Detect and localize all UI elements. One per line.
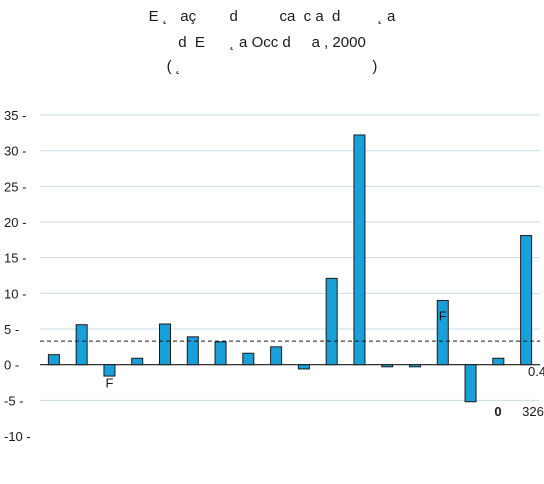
bar bbox=[297, 364, 310, 370]
bar bbox=[492, 357, 505, 366]
bar bbox=[464, 364, 477, 403]
y-tick-label: -10 - bbox=[4, 429, 31, 444]
y-tick-label: 5 - bbox=[4, 322, 19, 337]
bar bbox=[409, 364, 421, 368]
y-tick-label: 35 - bbox=[4, 108, 26, 123]
chart-title-line-1: E ˛ aç d ca c a d ˛ a bbox=[148, 8, 396, 25]
bar bbox=[242, 352, 255, 366]
y-tick-label: 15 - bbox=[4, 251, 26, 266]
y-tick-label: 10 - bbox=[4, 286, 26, 301]
bar bbox=[159, 323, 171, 366]
bar bbox=[214, 341, 227, 366]
y-tick-label: 0 - bbox=[4, 358, 19, 373]
annotation-label: 326 bbox=[522, 404, 544, 419]
bar bbox=[131, 357, 144, 366]
bar bbox=[103, 364, 116, 377]
chart-title-line-3: ( ˛ ) bbox=[166, 58, 378, 75]
chart-title-line-2: d E ˛ a Occ d a , 2000 bbox=[178, 34, 366, 51]
y-tick-label: -5 - bbox=[4, 393, 24, 408]
bar bbox=[381, 364, 394, 368]
annotation-label: 0 bbox=[494, 404, 501, 419]
bar bbox=[186, 336, 199, 366]
bar bbox=[353, 134, 366, 366]
bar bbox=[270, 346, 283, 366]
bar bbox=[47, 354, 60, 366]
annotation-label: F bbox=[439, 308, 447, 323]
bar bbox=[436, 299, 449, 366]
y-tick-label: 25 - bbox=[4, 179, 26, 194]
bar bbox=[520, 235, 533, 366]
bar bbox=[325, 277, 338, 366]
annotation-label: F bbox=[105, 375, 113, 390]
y-tick-label: 30 - bbox=[4, 144, 26, 159]
reference-line-label: 0.4 bbox=[528, 364, 544, 379]
y-tick-label: 20 - bbox=[4, 215, 26, 230]
bar bbox=[75, 324, 88, 366]
